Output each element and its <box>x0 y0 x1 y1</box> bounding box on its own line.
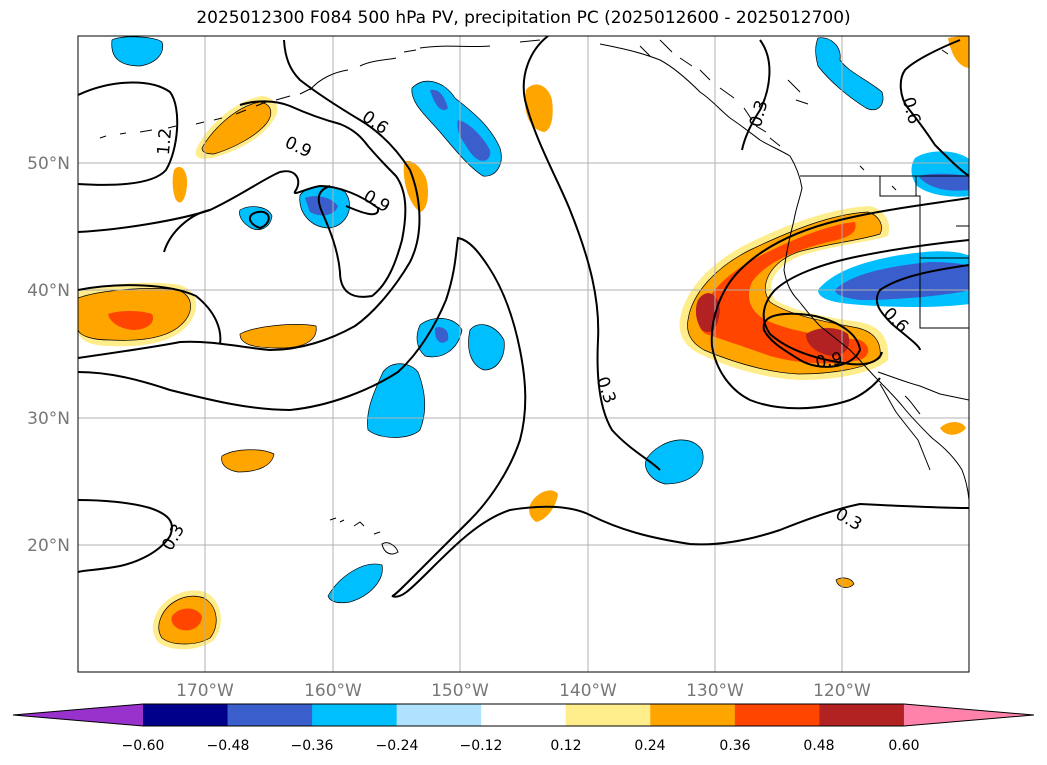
colorbar-outline <box>12 703 1034 727</box>
colorbar-segment <box>481 704 567 726</box>
lat-label: 20°N <box>27 536 70 556</box>
lat-label: 50°N <box>27 154 70 174</box>
colorbar-segment <box>565 704 651 726</box>
lon-label: 150°W <box>431 681 489 701</box>
contour-label: 0.6 <box>879 304 912 337</box>
contour-label: 0.3 <box>158 521 189 554</box>
lat-label: 30°N <box>27 409 70 429</box>
colorbar-segment <box>143 704 229 726</box>
lon-label: 160°W <box>304 681 362 701</box>
colorbar-tick-label: −0.12 <box>460 738 503 754</box>
contour-label: 0.6 <box>358 107 392 139</box>
colorbar-extend-high <box>903 704 1034 726</box>
colorbar-tick-label: 0.48 <box>803 738 834 754</box>
lon-label: 170°W <box>176 681 234 701</box>
colorbar-tick-label: −0.60 <box>122 738 165 754</box>
coastlines <box>99 39 969 555</box>
contour-label: 0.3 <box>746 98 772 129</box>
colorbar-tick-label: 0.36 <box>719 738 750 754</box>
colorbar-tick-label: −0.36 <box>291 738 334 754</box>
colorbar-tick-label: −0.24 <box>376 738 419 754</box>
colorbar-segment <box>650 704 736 726</box>
contour-label: 0.6 <box>898 95 924 126</box>
colorbar-segment <box>312 704 398 726</box>
colorbar-tick-label: 0.24 <box>634 738 665 754</box>
colorbar-tick-label: −0.48 <box>207 738 250 754</box>
longitude-labels: 170°W 160°W 150°W 140°W 130°W 120°W <box>176 681 871 701</box>
lat-label: 40°N <box>27 281 70 301</box>
lon-label: 130°W <box>686 681 744 701</box>
colorbar-segment <box>396 704 482 726</box>
colorbar <box>12 703 1034 727</box>
colorbar-segment <box>227 704 313 726</box>
latitude-labels: 50°N 40°N 30°N 20°N <box>27 154 70 556</box>
lon-label: 140°W <box>559 681 617 701</box>
contour-label: 0.9 <box>282 133 315 163</box>
map-plot-area: 1.2 0.9 0.6 0.9 0.3 0.3 0.3 0.6 0.9 0.3 … <box>78 36 969 672</box>
colorbar-tick-label: 0.60 <box>888 738 919 754</box>
lon-label: 120°W <box>813 681 871 701</box>
colorbar-segment <box>819 704 905 726</box>
map-title: 2025012300 F084 500 hPa PV, precipitatio… <box>196 8 851 28</box>
positive-precip-shading <box>78 36 969 650</box>
colorbar-tick-label: 0.12 <box>550 738 581 754</box>
contour-label: 0.3 <box>592 374 620 406</box>
colorbar-extend-low <box>13 704 143 726</box>
pv-contours <box>78 36 969 598</box>
colorbar-segment <box>734 704 820 726</box>
contour-label: 1.2 <box>154 127 176 156</box>
map-frame <box>77 35 970 673</box>
colorbar-tick-labels: −0.60 −0.48 −0.36 −0.24 −0.12 0.12 0.24 … <box>122 738 920 754</box>
negative-precip-shading <box>111 36 969 603</box>
contour-label: 0.9 <box>814 349 844 373</box>
